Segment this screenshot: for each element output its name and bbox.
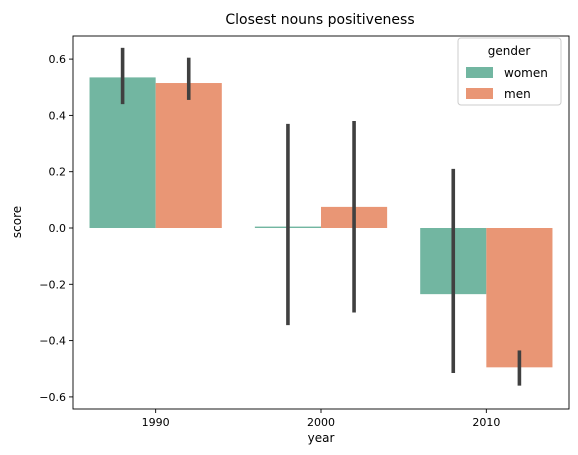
bar-men-1990 [155,83,222,228]
legend-swatch-women [466,67,493,78]
x-tick-label: 2000 [307,416,335,429]
bar-men-2010 [486,228,553,368]
bars-layer [89,77,553,368]
error-bars-layer [120,47,522,386]
y-tick-label: −0.6 [39,391,66,404]
y-tick-label: −0.4 [39,335,66,348]
y-tick-label: 0.6 [49,53,67,66]
legend-title: gender [488,44,531,58]
y-axis-label: score [10,206,24,238]
x-axis: 1990 2000 2010 [142,409,500,429]
plot-frame [72,35,570,410]
y-tick-label: 0.0 [49,222,67,235]
y-tick-label: 0.2 [49,166,67,179]
legend-label-men: men [504,87,531,101]
legend: gender women men [457,37,562,106]
y-tick-label: −0.2 [39,278,66,291]
x-tick-label: 1990 [142,416,170,429]
y-axis: −0.6 −0.4 −0.2 0.0 0.2 0.4 0.6 [39,53,73,404]
x-axis-label: year [308,431,335,445]
legend-label-women: women [504,66,548,80]
x-tick-label: 2010 [472,416,500,429]
legend-swatch-men [466,88,493,99]
chart-title: Closest nouns positiveness [225,12,414,28]
y-tick-label: 0.4 [49,109,67,122]
